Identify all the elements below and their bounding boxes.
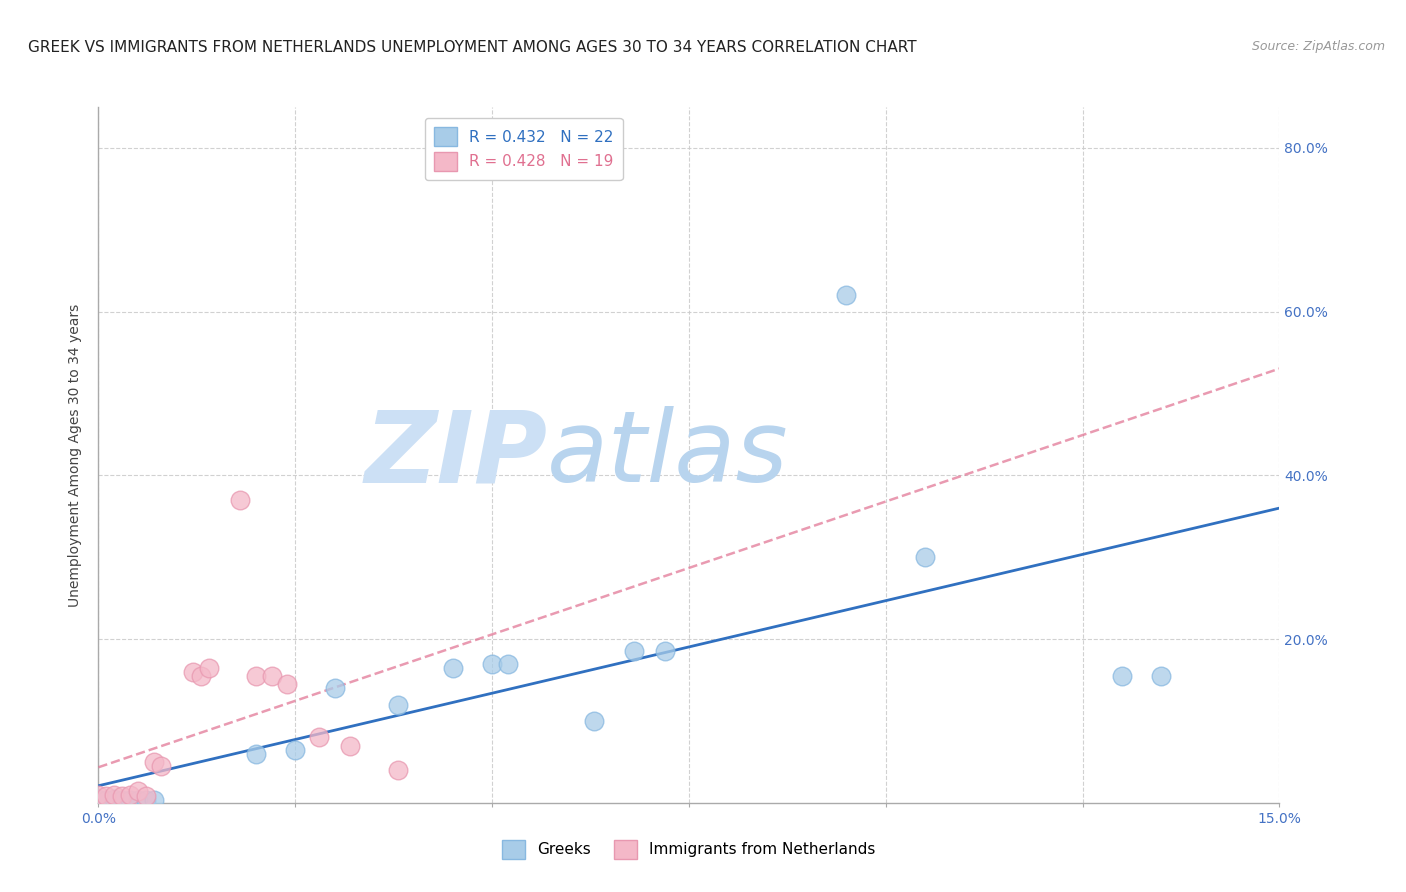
Point bbox=[127, 793, 149, 807]
Point bbox=[339, 739, 361, 753]
Point bbox=[142, 755, 165, 769]
Point bbox=[103, 788, 125, 802]
Point bbox=[835, 288, 858, 302]
Point bbox=[308, 731, 330, 745]
Point bbox=[481, 657, 503, 671]
Point bbox=[496, 657, 519, 671]
Point bbox=[127, 783, 149, 797]
Point bbox=[181, 665, 204, 679]
Point bbox=[142, 793, 165, 807]
Point bbox=[623, 644, 645, 658]
Y-axis label: Unemployment Among Ages 30 to 34 years: Unemployment Among Ages 30 to 34 years bbox=[69, 303, 83, 607]
Point bbox=[284, 742, 307, 756]
Point bbox=[96, 789, 118, 804]
Legend: Greeks, Immigrants from Netherlands: Greeks, Immigrants from Netherlands bbox=[496, 834, 882, 864]
Point bbox=[654, 644, 676, 658]
Point bbox=[111, 792, 134, 806]
Point bbox=[323, 681, 346, 696]
Point bbox=[103, 791, 125, 805]
Point bbox=[118, 793, 141, 807]
Point bbox=[197, 661, 219, 675]
Text: GREEK VS IMMIGRANTS FROM NETHERLANDS UNEMPLOYMENT AMONG AGES 30 TO 34 YEARS CORR: GREEK VS IMMIGRANTS FROM NETHERLANDS UNE… bbox=[28, 40, 917, 55]
Point bbox=[387, 763, 409, 777]
Point bbox=[87, 788, 110, 802]
Point bbox=[260, 669, 283, 683]
Point bbox=[914, 550, 936, 565]
Point bbox=[276, 677, 298, 691]
Point bbox=[245, 669, 267, 683]
Point bbox=[245, 747, 267, 761]
Point bbox=[87, 791, 110, 805]
Point bbox=[229, 492, 252, 507]
Text: Source: ZipAtlas.com: Source: ZipAtlas.com bbox=[1251, 40, 1385, 54]
Point bbox=[111, 789, 134, 804]
Text: ZIP: ZIP bbox=[364, 407, 547, 503]
Point bbox=[135, 789, 157, 804]
Point bbox=[1111, 669, 1133, 683]
Point bbox=[1150, 669, 1173, 683]
Point bbox=[190, 669, 212, 683]
Point bbox=[441, 661, 464, 675]
Point bbox=[150, 759, 173, 773]
Point bbox=[583, 714, 606, 728]
Point bbox=[387, 698, 409, 712]
Text: atlas: atlas bbox=[547, 407, 789, 503]
Point bbox=[118, 788, 141, 802]
Point bbox=[135, 792, 157, 806]
Point bbox=[96, 793, 118, 807]
